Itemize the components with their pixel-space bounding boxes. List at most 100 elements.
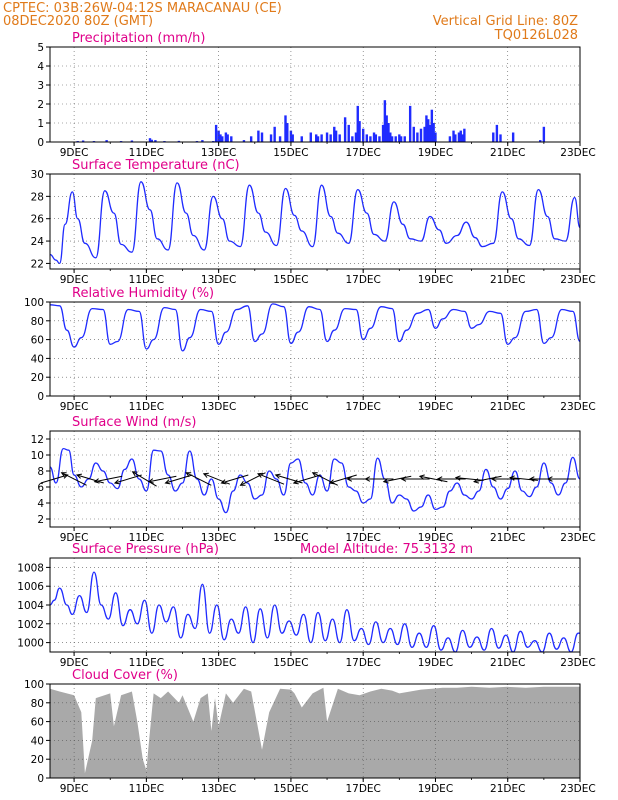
precip-bar: [219, 134, 222, 142]
precip-bar: [427, 119, 430, 142]
x-tick-label: 19DEC: [418, 783, 453, 795]
precip-bar: [249, 136, 253, 142]
x-tick-label: 11DEC: [129, 532, 164, 544]
precip-bar: [365, 134, 369, 142]
y-tick-label: 100: [24, 679, 44, 691]
header-date: 08DEC2020 80Z (GMT): [3, 14, 153, 29]
y-tick-label: 28: [31, 191, 44, 203]
wind-vector: [113, 474, 142, 485]
precip-bar: [291, 134, 294, 142]
precip-bar: [347, 124, 350, 142]
x-tick-label: 13DEC: [201, 532, 236, 544]
y-tick-label: 1002: [17, 619, 44, 631]
precip-bar: [399, 136, 403, 142]
precip-bar: [105, 140, 108, 142]
precipitation-panel: Precipitation (mm/h) 0 1 2 3 4 5 9DEC 11DEC 13DEC…: [37, 31, 595, 159]
y-tick-label: 5: [37, 42, 44, 54]
precip-bar: [511, 132, 515, 142]
y-tick-label: 1008: [17, 562, 44, 574]
precip-bar: [286, 123, 289, 142]
y-tick-label: 3: [37, 80, 44, 92]
wind-vector: [93, 475, 123, 484]
y-tick-label: 0: [37, 773, 44, 785]
precip-bar: [150, 139, 153, 142]
x-tick-label: 13DEC: [201, 657, 236, 669]
x-tick-label: 15DEC: [273, 401, 308, 413]
x-tick-label: 17DEC: [345, 532, 380, 544]
precip-bar: [403, 136, 406, 142]
x-tick-label: 13DEC: [201, 147, 236, 159]
precip-bar: [394, 136, 397, 142]
x-tick-label: 21DEC: [490, 657, 525, 669]
precip-bar: [385, 115, 388, 142]
precip-bar: [383, 100, 387, 142]
y-tick-label: 60: [31, 335, 44, 347]
x-tick-label: 21DEC: [490, 401, 525, 413]
y-tick-label: 12: [31, 434, 44, 446]
x-tick-label: 17DEC: [345, 401, 380, 413]
x-tick-label: 13DEC: [201, 401, 236, 413]
y-tick-label: 0: [37, 391, 44, 403]
x-tick-label: 21DEC: [490, 274, 525, 286]
x-tick-label: 19DEC: [418, 147, 453, 159]
y-tick-label: 0: [37, 137, 44, 149]
precip-bar: [230, 136, 233, 142]
precip-bar: [289, 130, 293, 142]
series-line: [49, 571, 580, 653]
y-tick-label: 8: [37, 466, 44, 478]
x-tick-label: 19DEC: [418, 401, 453, 413]
y-tick-label: 80: [31, 316, 44, 328]
precip-bar: [390, 136, 394, 142]
wind-vector: [473, 475, 502, 484]
panel-frame: [49, 173, 581, 270]
wind-vector: [454, 475, 484, 481]
wind-vector: [75, 473, 104, 484]
y-tick-label: 22: [31, 258, 44, 270]
x-tick-label: 9DEC: [60, 783, 89, 795]
precip-bar: [242, 140, 246, 142]
y-tick-label: 24: [31, 236, 45, 248]
humidity-panel: Relative Humidity (%) 0 20 40 60 80 100 9DEC 11D…: [24, 286, 596, 413]
y-tick-label: 4: [37, 498, 44, 510]
precip-bar: [320, 134, 323, 142]
precip-bar: [374, 134, 378, 142]
y-tick-label: 1: [37, 118, 44, 130]
x-tick-label: 17DEC: [345, 657, 380, 669]
precip-bar: [412, 126, 415, 142]
precip-bar: [419, 128, 423, 142]
precip-bar: [381, 124, 385, 142]
precip-bar: [369, 136, 372, 142]
precip-bar: [316, 136, 320, 142]
precip-bar: [416, 132, 419, 142]
precip-bar: [492, 132, 495, 142]
wind-vector: [490, 476, 520, 482]
series-line: [49, 447, 581, 514]
precip-bar: [454, 134, 457, 142]
wind-vector: [147, 475, 177, 484]
panel-title: Cloud Cover (%): [72, 668, 178, 683]
y-tick-label: 4: [37, 61, 44, 73]
x-tick-label: 21DEC: [490, 147, 525, 159]
precip-bar: [463, 128, 466, 142]
x-tick-label: 11DEC: [129, 274, 164, 286]
x-tick-label: 15DEC: [273, 274, 308, 286]
precip-bar: [81, 140, 85, 142]
precip-bar: [284, 115, 287, 142]
precip-bar: [177, 140, 181, 142]
wind-vector: [328, 474, 357, 485]
precip-bar: [130, 140, 134, 142]
x-tick-label: 19DEC: [418, 274, 453, 286]
wind-vector: [400, 476, 430, 482]
precip-bar: [499, 134, 502, 142]
header-station: CPTEC: 03B:26W-04:12S MARACANAU (CE): [3, 1, 282, 16]
panel-frame: [49, 301, 581, 397]
precip-bar: [408, 105, 412, 142]
wind-vector: [131, 471, 157, 487]
series-line: [49, 181, 581, 265]
panel-annotation: Model Altitude: 75.3132 m: [300, 542, 473, 557]
wind-vector: [546, 476, 576, 482]
y-tick-label: 1004: [17, 600, 44, 612]
wind-vector: [436, 476, 466, 482]
y-tick-label: 1006: [17, 581, 44, 593]
